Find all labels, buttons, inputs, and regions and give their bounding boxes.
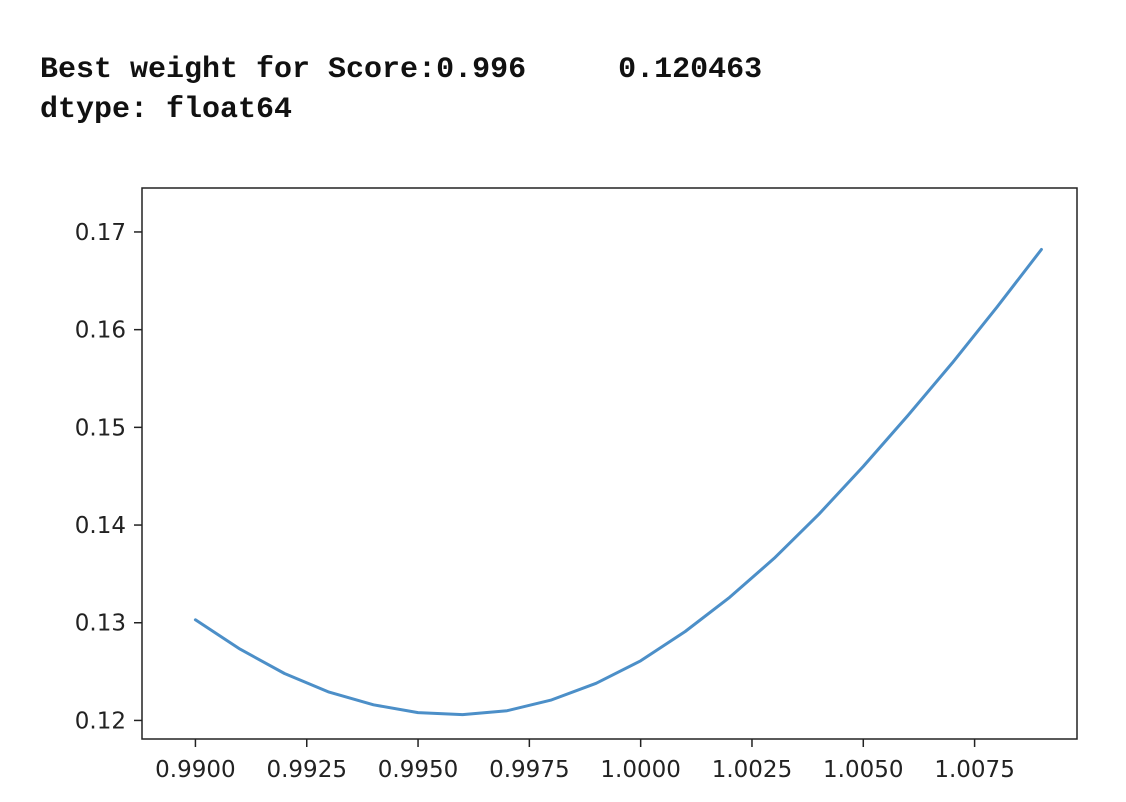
best-weight-label: Best weight for Score:0.996	[40, 53, 527, 87]
x-axis: 0.9900 0.9925 0.9950 0.9975 1.0000 1.0025 1.00…	[155, 739, 1015, 783]
y-tick-label: 0.14	[75, 513, 126, 539]
plot-frame	[141, 187, 1078, 740]
y-tick-label: 0.12	[75, 708, 126, 734]
x-tick-label: 0.9950	[378, 757, 458, 783]
y-axis: 0.12 0.13 0.14 0.15 0.16 0.17	[75, 220, 142, 734]
x-tick-label: 1.0000	[600, 757, 680, 783]
y-tick-label: 0.17	[75, 220, 126, 246]
series-line	[193, 248, 1043, 717]
y-tick-label: 0.16	[75, 318, 126, 344]
dtype-line: dtype: float64	[40, 93, 293, 127]
y-tick-label: 0.13	[75, 611, 126, 637]
x-tick-label: 1.0050	[823, 757, 903, 783]
x-tick-label: 0.9925	[266, 757, 346, 783]
cell-output-text: Best weight for Score:0.996 0.120463 dtype…	[40, 50, 762, 130]
x-tick-label: 1.0075	[934, 757, 1014, 783]
x-tick-label: 0.9975	[489, 757, 569, 783]
best-weight-value: 0.120463	[618, 53, 763, 87]
best-weight-line: Best weight for Score:0.996 0.120463	[40, 50, 762, 90]
x-tick-label: 1.0025	[712, 757, 792, 783]
y-tick-label: 0.15	[75, 415, 126, 441]
x-tick-label: 0.9900	[155, 757, 235, 783]
